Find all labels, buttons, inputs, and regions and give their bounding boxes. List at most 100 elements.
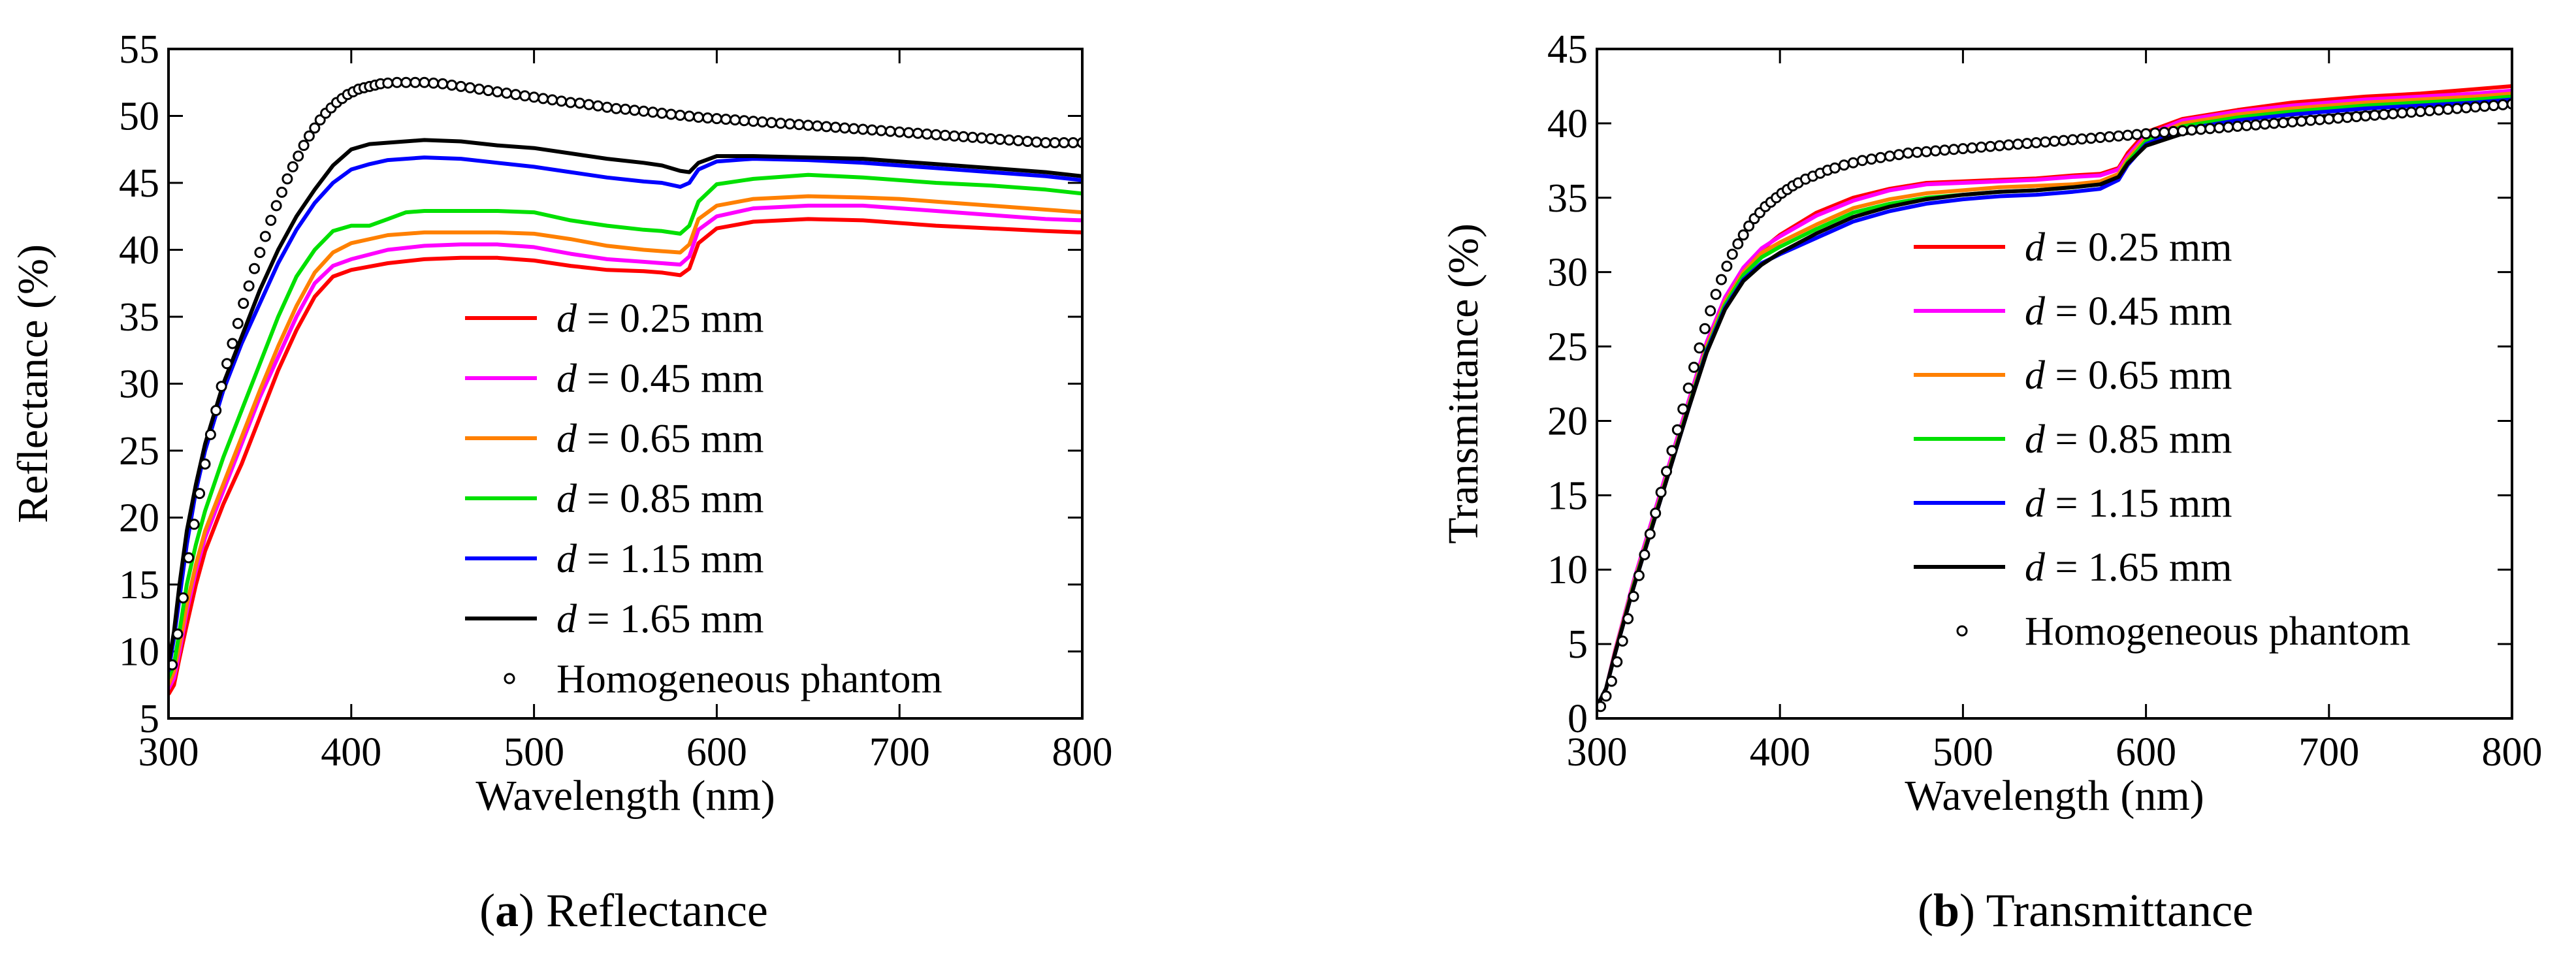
- homogeneous-point: [2149, 127, 2161, 139]
- x-tick-label: 300: [138, 730, 199, 775]
- legend-label: d = 0.85 mm: [2025, 417, 2232, 462]
- homogeneous-point: [720, 114, 732, 125]
- homogeneous-point: [1726, 248, 1738, 260]
- homogeneous-point: [2076, 133, 2087, 145]
- homogeneous-point: [1012, 135, 1024, 146]
- legend-label: d = 1.15 mm: [556, 537, 764, 581]
- y-tick-label: 30: [119, 362, 159, 407]
- homogeneous-point: [629, 104, 640, 116]
- homogeneous-point: [2296, 116, 2308, 127]
- homogeneous-point: [183, 552, 195, 564]
- homogeneous-point: [1650, 507, 1662, 519]
- homogeneous-point: [1884, 150, 1895, 162]
- x-tick-label: 800: [1052, 730, 1113, 775]
- homogeneous-point: [1966, 142, 1978, 153]
- legend-label: d = 1.15 mm: [2025, 481, 2232, 526]
- caption-open: (: [1918, 884, 1933, 937]
- legend-label-homogeneous: Homogeneous phantom: [2025, 609, 2411, 654]
- homogeneous-point: [2232, 120, 2244, 132]
- homogeneous-point: [2186, 124, 2198, 136]
- homogeneous-point: [2396, 107, 2408, 119]
- legend-label: d = 1.65 mm: [2025, 545, 2232, 590]
- homogeneous-point: [2040, 136, 2051, 148]
- homogeneous-point: [967, 131, 978, 143]
- homogeneous-point: [492, 86, 504, 98]
- homogeneous-point: [1911, 146, 1923, 158]
- homogeneous-point: [775, 118, 786, 129]
- homogeneous-point: [2479, 101, 2490, 112]
- homogeneous-point: [1639, 549, 1650, 560]
- x-tick-label: 400: [321, 730, 381, 775]
- homogeneous-point: [1694, 342, 1705, 354]
- y-tick-label: 25: [1547, 325, 1588, 370]
- y-tick-label: 0: [1568, 697, 1588, 741]
- homogeneous-point: [2497, 99, 2509, 110]
- homogeneous-point: [839, 122, 850, 134]
- legend-homogeneous-marker: [1956, 625, 1968, 637]
- homogeneous-point: [210, 405, 222, 416]
- homogeneous-point: [1957, 143, 1969, 155]
- legend: d = 0.25 mmd = 0.45 mmd = 0.65 mmd = 0.8…: [1914, 225, 2411, 654]
- x-tick-label: 600: [2116, 730, 2176, 775]
- y-axis-label: Reflectance (%): [9, 244, 57, 523]
- homogeneous-point: [298, 140, 310, 152]
- caption-text: ) Reflectance: [519, 884, 768, 937]
- legend-homogeneous-marker: [504, 673, 515, 684]
- y-tick-label: 30: [1547, 251, 1588, 295]
- homogeneous-point: [1666, 445, 1678, 457]
- homogeneous-point: [620, 103, 631, 115]
- legend-label: d = 0.65 mm: [556, 417, 764, 461]
- homogeneous-point: [282, 173, 293, 185]
- homogeneous-point: [829, 121, 841, 133]
- homogeneous-point: [1682, 382, 1694, 394]
- homogeneous-point: [1022, 136, 1033, 147]
- homogeneous-point: [784, 118, 796, 130]
- homogeneous-point: [2287, 116, 2298, 128]
- homogeneous-point: [1622, 613, 1634, 624]
- homogeneous-point: [2250, 119, 2262, 131]
- legend-label: d = 0.45 mm: [556, 357, 764, 401]
- homogeneous-point: [1644, 528, 1656, 540]
- homogeneous-point: [2104, 131, 2116, 142]
- homogeneous-point: [2021, 138, 2033, 150]
- legend-text: = 0.65 mm: [2045, 353, 2232, 398]
- y-tick-label: 45: [119, 161, 159, 206]
- homogeneous-point: [994, 133, 1006, 145]
- legend-text: = 0.25 mm: [2045, 225, 2232, 270]
- x-tick-label: 700: [2298, 730, 2359, 775]
- homogeneous-point: [866, 124, 878, 136]
- homogeneous-point: [455, 80, 467, 92]
- homogeneous-point: [1705, 305, 1716, 317]
- homogeneous-point: [583, 99, 594, 110]
- y-tick-label: 40: [1547, 102, 1588, 146]
- homogeneous-point: [1688, 361, 1699, 373]
- panel-transmittance: 300 400 500 600 700 800 0 5 10 15 20 25 30 35 40 45 Wave…: [1440, 27, 2543, 937]
- y-tick-label: 15: [119, 563, 159, 607]
- homogeneous-point: [2332, 112, 2344, 124]
- homogeneous-point: [276, 186, 287, 198]
- homogeneous-point: [265, 214, 277, 226]
- legend-var: d: [556, 537, 577, 581]
- homogeneous-point: [565, 97, 577, 108]
- series-line-d-0-85: [169, 172, 1082, 679]
- homogeneous-point: [556, 95, 568, 107]
- legend-label: d = 0.65 mm: [2025, 353, 2232, 398]
- homogeneous-point: [1067, 137, 1079, 148]
- homogeneous-markers: [169, 76, 1082, 671]
- homogeneous-point: [1049, 137, 1061, 148]
- homogeneous-point: [2214, 122, 2225, 134]
- homogeneous-point: [1597, 701, 1607, 713]
- caption-letter: a: [495, 884, 519, 937]
- homogeneous-point: [2424, 105, 2436, 116]
- y-tick-label: 40: [119, 229, 159, 273]
- homogeneous-point: [921, 128, 933, 140]
- homogeneous-point: [2177, 125, 2189, 136]
- homogeneous-point: [1671, 424, 1683, 436]
- homogeneous-point: [638, 105, 649, 117]
- homogeneous-point: [1628, 590, 1639, 602]
- homogeneous-point: [802, 120, 814, 131]
- homogeneous-point: [2140, 128, 2152, 140]
- legend-text: = 1.15 mm: [577, 537, 764, 581]
- homogeneous-point: [483, 85, 494, 97]
- series-line-d-1-65: [169, 138, 1082, 665]
